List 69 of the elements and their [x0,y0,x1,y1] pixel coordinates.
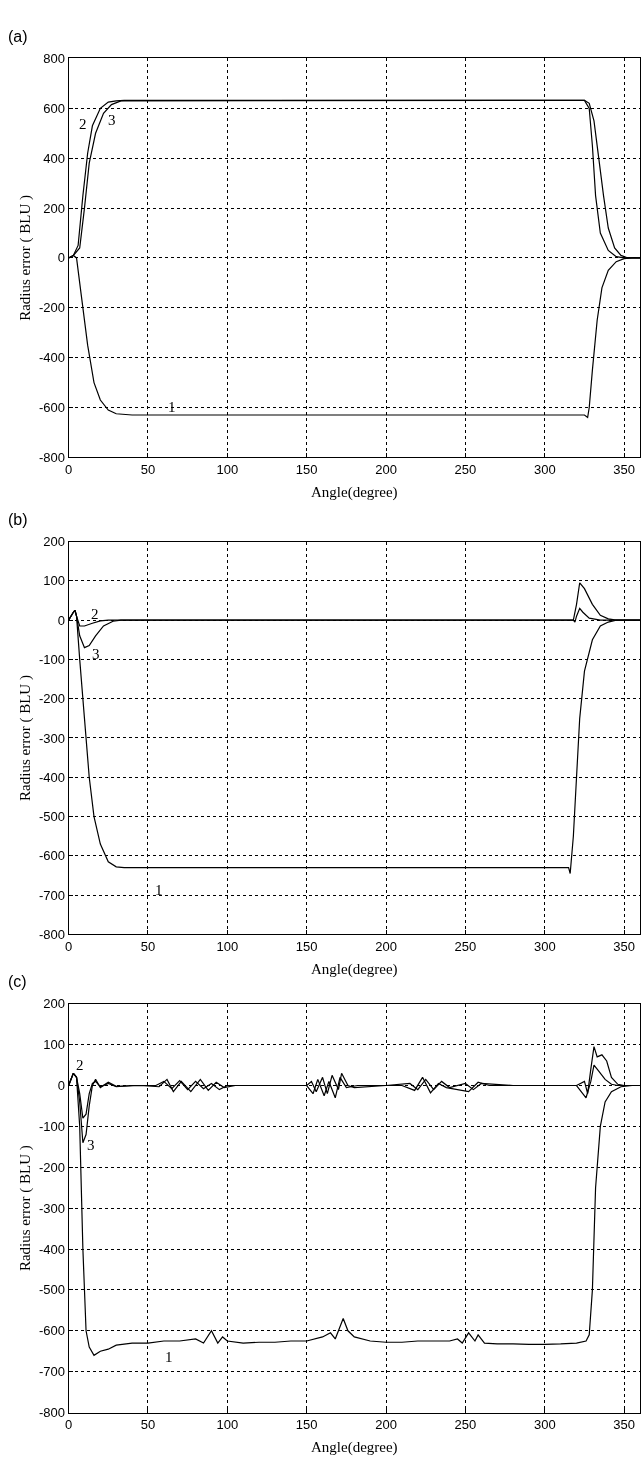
y-tick-label: 0 [57,250,65,266]
annotation: 1 [155,882,163,898]
y-tick-label: 200 [43,996,65,1012]
x-tick-label: 250 [454,939,477,955]
y-tick-label: 200 [43,534,65,550]
y-axis-title: Radius error ( BLU ) [17,1145,35,1272]
y-tick-label: -300 [38,1200,65,1216]
annotation: 3 [87,1137,95,1153]
x-axis-title: Angle(degree) [310,961,398,979]
x-tick-label: 50 [140,939,156,955]
y-tick-label: -500 [38,809,65,825]
y-tick-label: -600 [38,400,65,416]
x-tick-label: 350 [613,939,635,955]
y-tick-label: 200 [43,200,65,216]
x-tick-label: 150 [295,461,318,477]
x-tick-label: 300 [533,461,556,477]
annotation: 1 [165,1349,173,1365]
x-tick-label: 100 [216,939,239,955]
y-tick-label: 800 [43,51,65,67]
y-tick-label: 0 [57,612,65,628]
x-tick-label: 350 [613,1417,635,1433]
y-tick-label: -500 [38,1282,65,1298]
x-tick-label: 350 [613,461,635,477]
annotation: 2 [76,1057,84,1073]
y-tick-label: -800 [38,449,65,465]
chart-title: (a) [8,28,28,45]
y-tick-label: -300 [38,730,65,746]
annotation: 3 [92,646,100,662]
x-tick-label: 300 [533,939,556,955]
y-tick-label: -600 [38,1323,65,1339]
y-tick-label: -100 [38,1118,65,1134]
y-tick-label: -600 [38,848,65,864]
x-tick-label: 50 [140,461,156,477]
y-tick-label: 400 [43,150,65,166]
annotation: 2 [91,606,99,622]
x-tick-label: 150 [295,939,318,955]
x-tick-label: 150 [295,1417,318,1433]
x-tick-label: 200 [375,461,397,477]
y-axis-title: Radius error ( BLU ) [17,675,35,801]
y-tick-label: -400 [38,769,65,785]
annotation: 3 [108,112,116,128]
y-axis-title: Radius error ( BLU ) [17,195,35,321]
y-tick-label: 100 [43,1037,65,1053]
annotation: 2 [79,116,87,132]
y-tick-label: -400 [38,1241,65,1257]
x-tick-label: 250 [454,1417,477,1433]
y-tick-label: -200 [38,1159,65,1175]
y-tick-label: -700 [38,1364,65,1380]
x-tick-label: 200 [375,939,397,955]
y-tick-label: -700 [38,887,65,903]
chart-title: (b) [8,511,28,528]
x-axis-title: Angle(degree) [310,483,398,501]
x-tick-label: 250 [454,461,477,477]
chart-title: (c) [8,973,27,990]
y-tick-label: 600 [43,100,65,116]
y-tick-label: 0 [57,1078,65,1094]
y-tick-label: -800 [38,1405,65,1421]
x-axis-title: Angle(degree) [310,1439,398,1457]
y-tick-label: 100 [43,573,65,589]
x-tick-label: 300 [533,1417,556,1433]
x-tick-label: 200 [375,1417,397,1433]
x-tick-label: 50 [140,1417,156,1433]
y-tick-label: -200 [38,300,65,316]
y-tick-label: -200 [38,691,65,707]
x-tick-label: 100 [216,461,239,477]
x-tick-label: 100 [216,1417,239,1433]
y-tick-label: -400 [38,350,65,366]
y-tick-label: -800 [38,927,65,943]
y-tick-label: -100 [38,651,65,667]
